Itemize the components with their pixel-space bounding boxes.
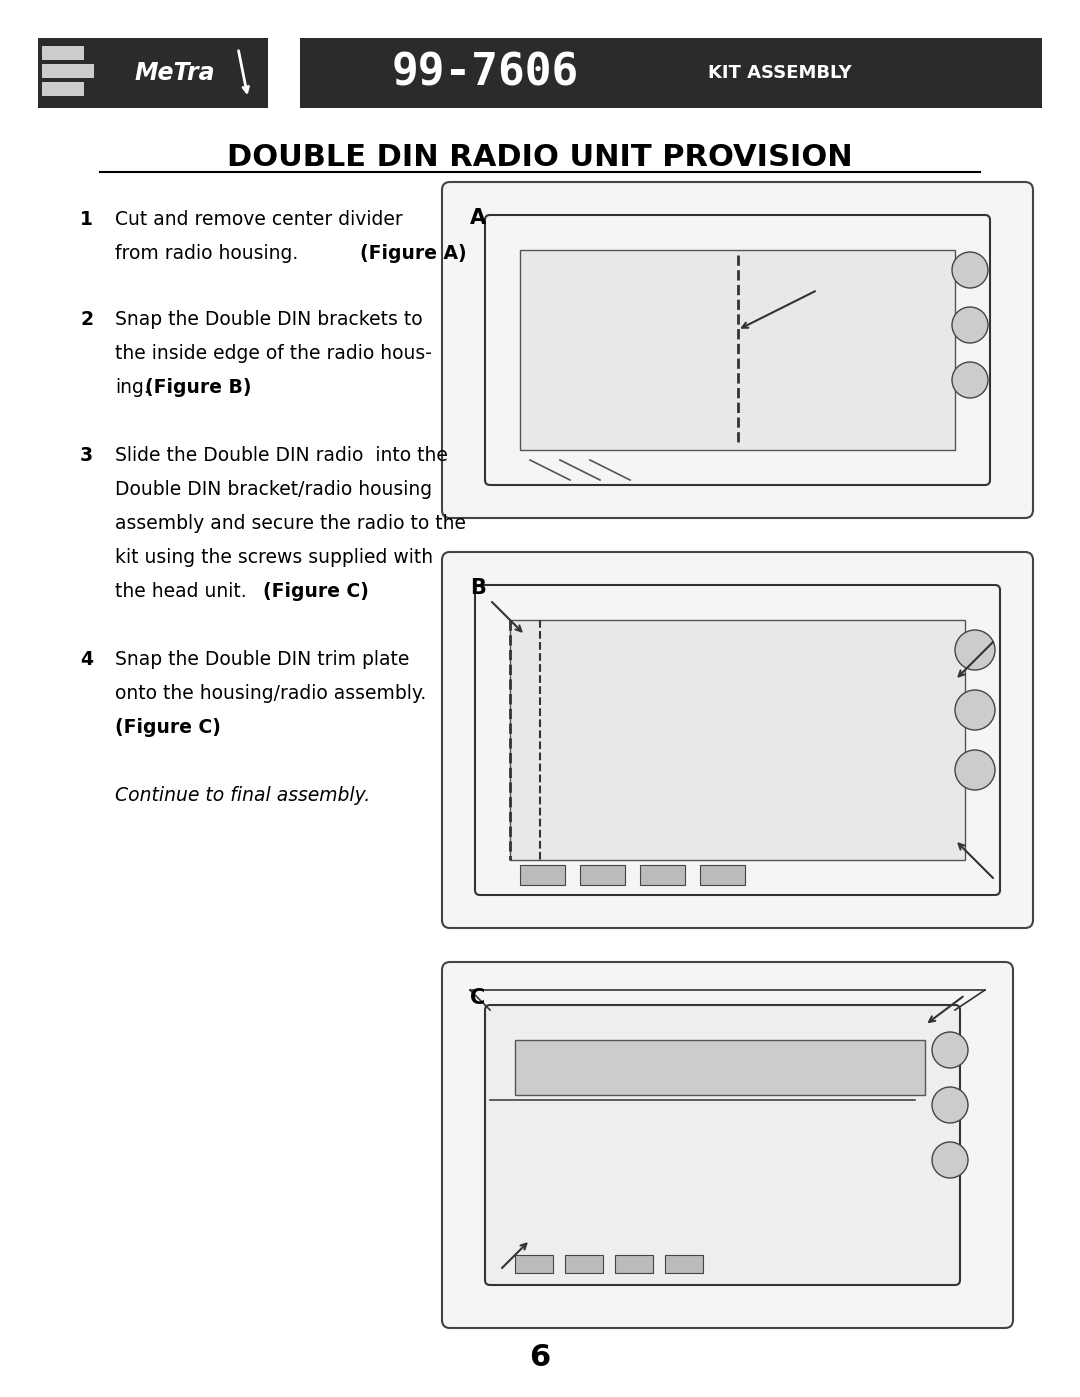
Text: onto the housing/radio assembly.: onto the housing/radio assembly.: [114, 685, 427, 703]
Text: kit using the screws supplied with: kit using the screws supplied with: [114, 548, 433, 567]
Text: 3: 3: [80, 446, 93, 465]
Bar: [615, 1255, 653, 1273]
Circle shape: [951, 251, 988, 288]
Text: Snap the Double DIN trim plate: Snap the Double DIN trim plate: [114, 650, 409, 669]
Bar: [42, 82, 84, 96]
Bar: [580, 865, 625, 886]
Circle shape: [955, 750, 995, 789]
Circle shape: [951, 307, 988, 344]
Text: the head unit.: the head unit.: [114, 583, 246, 601]
Bar: [640, 865, 685, 886]
FancyBboxPatch shape: [442, 552, 1032, 928]
Text: 99-7606: 99-7606: [391, 52, 579, 95]
Circle shape: [932, 1032, 968, 1067]
Text: A: A: [470, 208, 486, 228]
Bar: [42, 46, 84, 60]
Text: 1: 1: [80, 210, 93, 229]
Bar: [510, 620, 966, 861]
Text: assembly and secure the radio to the: assembly and secure the radio to the: [114, 514, 465, 534]
Bar: [700, 865, 745, 886]
Text: 2: 2: [80, 310, 93, 330]
Text: ing.: ing.: [114, 379, 150, 397]
Bar: [519, 250, 955, 450]
Text: DOUBLE DIN RADIO UNIT PROVISION: DOUBLE DIN RADIO UNIT PROVISION: [227, 144, 853, 172]
Bar: [300, 38, 1042, 108]
Text: Cut and remove center divider: Cut and remove center divider: [114, 210, 403, 229]
Text: (Figure B): (Figure B): [145, 379, 252, 397]
Text: from radio housing.: from radio housing.: [114, 244, 298, 263]
Text: B: B: [470, 578, 486, 598]
Bar: [42, 64, 94, 78]
Text: Slide the Double DIN radio  into the: Slide the Double DIN radio into the: [114, 446, 448, 465]
Circle shape: [951, 362, 988, 398]
Text: (Figure C): (Figure C): [264, 583, 369, 601]
Text: Snap the Double DIN brackets to: Snap the Double DIN brackets to: [114, 310, 422, 330]
Text: the inside edge of the radio hous-: the inside edge of the radio hous-: [114, 344, 432, 363]
Text: (Figure C): (Figure C): [114, 718, 221, 738]
Circle shape: [955, 630, 995, 671]
Text: 6: 6: [529, 1343, 551, 1372]
Bar: [519, 865, 565, 886]
Circle shape: [932, 1141, 968, 1178]
Text: Double DIN bracket/radio housing: Double DIN bracket/radio housing: [114, 481, 432, 499]
Text: (Figure A): (Figure A): [360, 244, 467, 263]
FancyBboxPatch shape: [485, 1004, 960, 1285]
Text: 4: 4: [80, 650, 93, 669]
Circle shape: [932, 1087, 968, 1123]
Text: KIT ASSEMBLY: KIT ASSEMBLY: [708, 64, 852, 82]
Bar: [515, 1039, 924, 1095]
Text: C: C: [470, 988, 485, 1009]
Bar: [665, 1255, 703, 1273]
FancyBboxPatch shape: [442, 182, 1032, 518]
Bar: [38, 38, 268, 108]
Bar: [565, 1255, 603, 1273]
Text: Continue to final assembly.: Continue to final assembly.: [114, 787, 370, 805]
FancyBboxPatch shape: [442, 963, 1013, 1329]
Circle shape: [955, 690, 995, 731]
Text: MeTra: MeTra: [135, 61, 215, 85]
Bar: [515, 1255, 553, 1273]
